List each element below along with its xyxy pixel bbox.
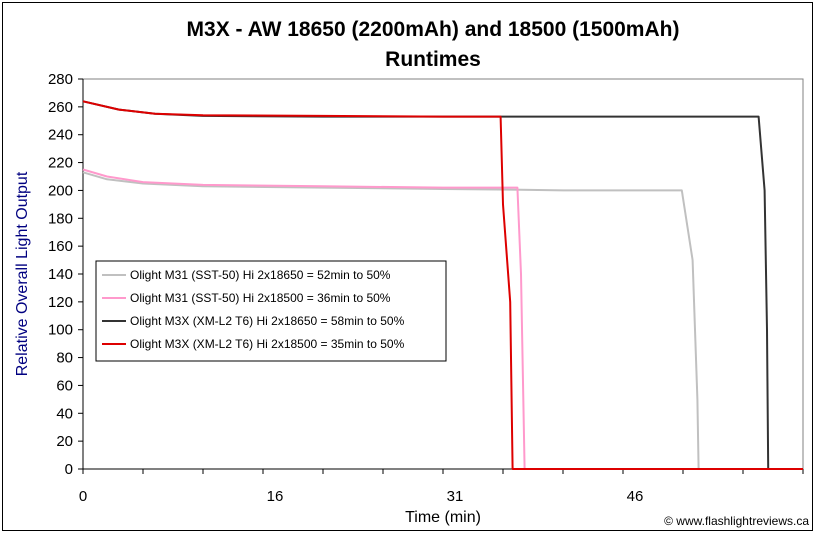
chart-subtitle: Runtimes: [385, 48, 481, 71]
runtime-chart: M3X - AW 18650 (2200mAh) and 18500 (1500…: [14, 18, 809, 528]
x-tick-label: 0: [79, 488, 87, 505]
y-tick-label: 220: [48, 155, 73, 172]
legend-box: [95, 260, 447, 362]
legend-label-3: Olight M3X (XM-L2 T6) Hi 2x18650 = 58min…: [130, 314, 405, 328]
y-tick-label: 280: [48, 71, 73, 88]
y-tick-label: 160: [48, 238, 73, 255]
y-tick-label: 60: [56, 377, 73, 394]
y-tick-label: 260: [48, 99, 73, 116]
y-axis-label: Relative Overall Light Output: [14, 171, 31, 376]
y-tick-label: 0: [65, 461, 73, 478]
legend-label-2: Olight M31 (SST-50) Hi 2x18500 = 36min t…: [130, 291, 391, 305]
x-tick-label: 46: [627, 488, 644, 505]
y-tick-label: 120: [48, 294, 73, 311]
series-layer: [82, 100, 803, 470]
series-line-1: [82, 171, 803, 470]
y-tick-label: 20: [56, 433, 73, 450]
x-tick-label: 16: [267, 488, 284, 505]
y-tick-label: 100: [48, 322, 73, 339]
chart-title: M3X - AW 18650 (2200mAh) and 18500 (1500…: [187, 18, 680, 41]
legend-label-1: Olight M31 (SST-50) Hi 2x18650 = 52min t…: [130, 268, 391, 282]
y-tick-label: 240: [48, 127, 73, 144]
legend-label-4: Olight M3X (XM-L2 T6) Hi 2x18500 = 35min…: [130, 337, 405, 351]
credit-text: © www.flashlightreviews.ca: [664, 514, 809, 528]
legend: Olight M31 (SST-50) Hi 2x18650 = 52min t…: [95, 260, 447, 362]
y-tick-label: 40: [56, 405, 73, 422]
series-line-4: [82, 100, 803, 470]
y-tick-label: 140: [48, 266, 73, 283]
axes: 0 20 40 60 80 100 120 140 160 180 200 220 240 260 280 0…: [48, 71, 804, 505]
y-tick-label: 180: [48, 210, 73, 227]
x-tick-label: 31: [447, 488, 464, 505]
y-tick-label: 200: [48, 182, 73, 199]
series-line-2: [82, 168, 803, 470]
y-tick-label: 80: [56, 350, 73, 367]
x-axis-label: Time (min): [405, 509, 481, 526]
